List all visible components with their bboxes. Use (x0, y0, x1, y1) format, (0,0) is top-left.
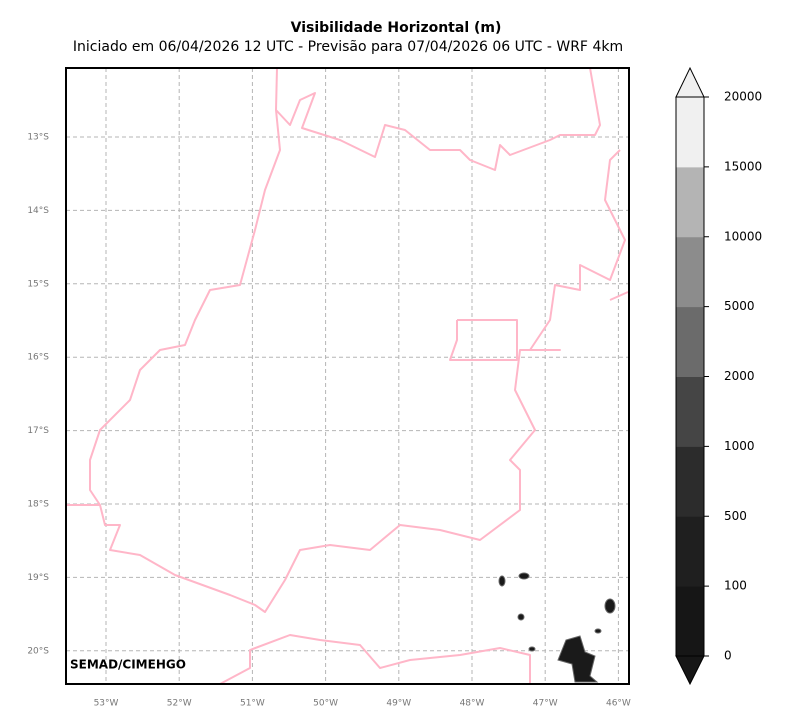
colorbar-tick-label: 15000 (724, 159, 762, 173)
lon-label: 53°W (94, 699, 119, 709)
state-border (275, 67, 601, 171)
map-frame (65, 67, 630, 685)
fog-area (498, 575, 506, 587)
lon-label: 51°W (240, 699, 265, 709)
grid (66, 68, 629, 684)
colorbar-tick-label: 20000 (724, 90, 762, 104)
title: Visibilidade Horizontal (m) (291, 20, 502, 36)
fog-area (594, 628, 602, 634)
lat-label: 18°S (27, 500, 49, 510)
colorbar-segment (676, 97, 704, 168)
fog-area (517, 613, 525, 621)
fog-area (528, 646, 536, 652)
lat-label: 19°S (27, 573, 49, 583)
state-border (219, 634, 531, 685)
subtitle: Iniciado em 06/04/2026 12 UTC - Previsão… (73, 39, 623, 55)
lon-label: 52°W (167, 699, 192, 709)
credit: SEMAD/CIMEHGO (70, 658, 186, 672)
fog-area (518, 572, 530, 580)
fog-areas (498, 572, 616, 683)
colorbar-segment (676, 166, 704, 238)
state-border (66, 109, 281, 506)
colorbar-tick-label: 0 (724, 649, 732, 663)
lon-label: 46°W (606, 699, 631, 709)
colorbar-tick-label: 2000 (724, 369, 755, 383)
lon-label: 49°W (386, 699, 411, 709)
lat-label: 20°S (27, 646, 49, 656)
lon-label: 47°W (533, 699, 558, 709)
lat-label: 13°S (27, 133, 49, 143)
colorbar-tick-label: 100 (724, 579, 747, 593)
colorbar-segment (676, 516, 704, 587)
lat-label: 16°S (27, 353, 49, 363)
lat-label: 17°S (27, 426, 49, 436)
colorbar-segment (676, 446, 704, 517)
fog-area (557, 635, 599, 683)
colorbar-tick-label: 10000 (724, 229, 762, 243)
state-border (609, 291, 629, 301)
colorbar-tick-label: 1000 (724, 439, 755, 453)
fog-area (604, 598, 616, 614)
lon-label: 50°W (313, 699, 338, 709)
lon-label: 48°W (460, 699, 485, 709)
colorbar-tick-label: 500 (724, 509, 747, 523)
borders (66, 67, 629, 685)
colorbar-segment (676, 236, 704, 308)
colorbar-segment (676, 586, 704, 657)
colorbar-segment (676, 306, 704, 377)
district-border (449, 319, 518, 361)
lat-label: 15°S (27, 279, 49, 289)
state-border (99, 149, 626, 613)
colorbar-segment (676, 376, 704, 447)
colorbar-tick-label: 5000 (724, 299, 755, 313)
lat-label: 14°S (27, 206, 49, 216)
